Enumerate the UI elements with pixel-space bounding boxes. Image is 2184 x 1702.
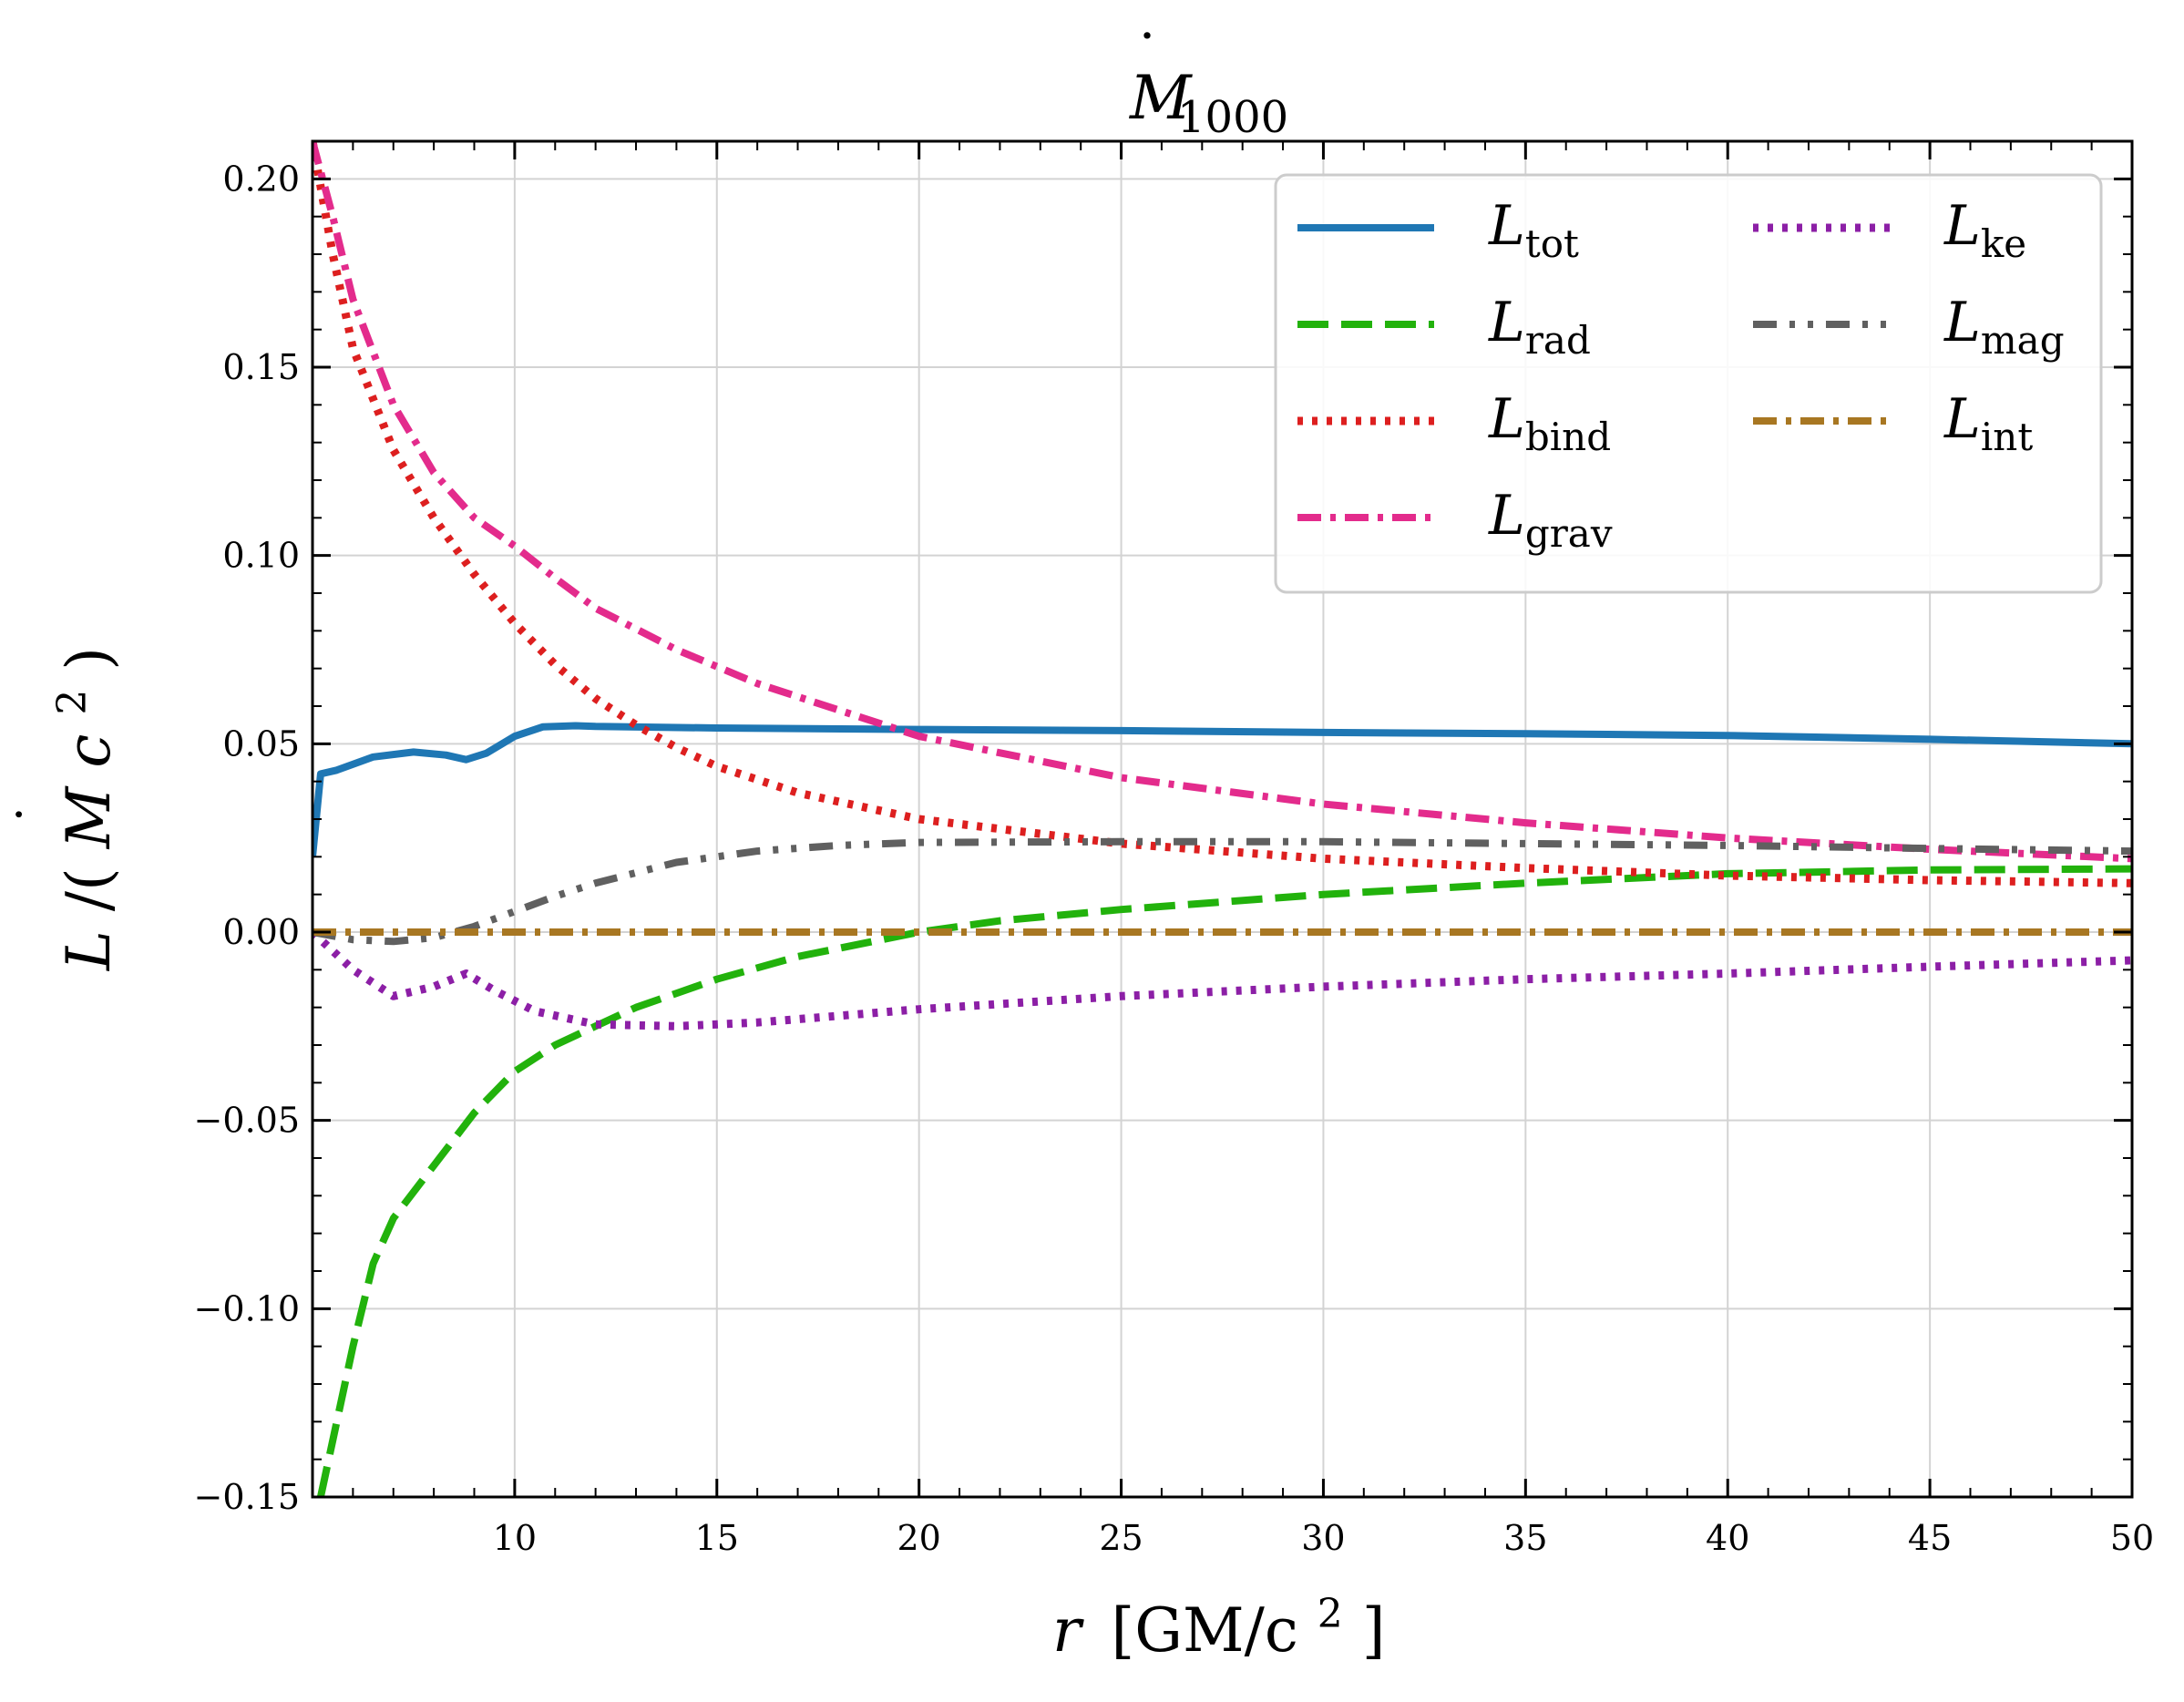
x-tick-label: 10 [493, 1518, 537, 1558]
legend-label-ke: Lke [1943, 194, 2026, 266]
legend-label-int: Lint [1943, 387, 2033, 459]
xlabel-close: ] [1362, 1595, 1386, 1666]
xlabel-var: r [1052, 1595, 1084, 1666]
legend-label-bind: Lbind [1488, 387, 1611, 459]
title-subscript: 1000 [1177, 92, 1288, 143]
ylabel-sup: 2 [49, 690, 96, 715]
plot-frame [311, 139, 2134, 1499]
series-line-ke [313, 928, 2132, 1030]
legend-label-tot: Ltot [1488, 194, 1579, 266]
xlabel-units: [GM/c [1112, 1595, 1298, 1666]
legend-label-mag: Lmag [1943, 291, 2065, 363]
legend-box [1274, 173, 2103, 594]
y-tick-label: 0.05 [222, 723, 300, 764]
series-line-grav [313, 141, 2132, 863]
legend: Ltot Lrad Lbind Lgrav Lke Lmag Lint [1274, 173, 2103, 594]
series-line-bind [313, 141, 2132, 887]
x-tick-label: 15 [695, 1518, 739, 1558]
ylabel-close: ) [54, 647, 124, 671]
x-tick-label: 45 [1908, 1518, 1952, 1558]
legend-label-grav: Lgrav [1488, 484, 1613, 556]
ylabel-mdot-dot: ˙ [7, 801, 71, 828]
ylabel-var: L [54, 930, 124, 971]
chart-title: M ˙ 1000 [1129, 24, 1288, 143]
legend-label-rad: Lrad [1488, 291, 1591, 363]
x-tick-label: 20 [897, 1518, 940, 1558]
x-axis-label: r [GM/c 2 ] [1052, 1572, 1386, 1666]
y-tick-label: 0.00 [222, 912, 300, 952]
y-tick-label: 0.20 [222, 159, 300, 199]
series-line-tot [313, 722, 2132, 857]
y-tick-label: −0.05 [194, 1101, 300, 1141]
series-layer [313, 141, 2132, 1497]
x-tick-label: 30 [1301, 1518, 1345, 1558]
y-tick-label: −0.10 [194, 1288, 300, 1328]
ylabel-mdot: M [54, 785, 124, 849]
ylabel-slash: /( [54, 867, 124, 911]
xlabel-sup: 2 [1318, 1591, 1343, 1637]
series-line-mag [313, 837, 2132, 946]
y-tick-label: 0.10 [222, 536, 300, 576]
y-axis-label: L /( M c 2 ) ˙ [7, 647, 124, 971]
x-tick-label: 25 [1099, 1518, 1143, 1558]
svg-text:r [GM/c 2: r [GM/c 2 ] [1052, 1572, 1386, 1666]
series-line-rad [316, 865, 2132, 1497]
title-dot: ˙ [1133, 24, 1162, 91]
ylabel-c: c [54, 734, 124, 768]
title-base: M [1129, 63, 1193, 133]
y-tick-label: −0.15 [194, 1477, 300, 1517]
x-tick-label: 50 [2110, 1518, 2154, 1558]
x-tick-label: 35 [1503, 1518, 1547, 1558]
svg-text:L /( M: L /( M c 2 ) [30, 647, 124, 971]
y-tick-label: 0.15 [222, 347, 300, 387]
tick-label-layer: 10 15 20 25 30 35 40 45 50 −0.15 −0.10 −0.05 0.00 0.0… [194, 159, 2155, 1558]
x-tick-label: 40 [1706, 1518, 1749, 1558]
